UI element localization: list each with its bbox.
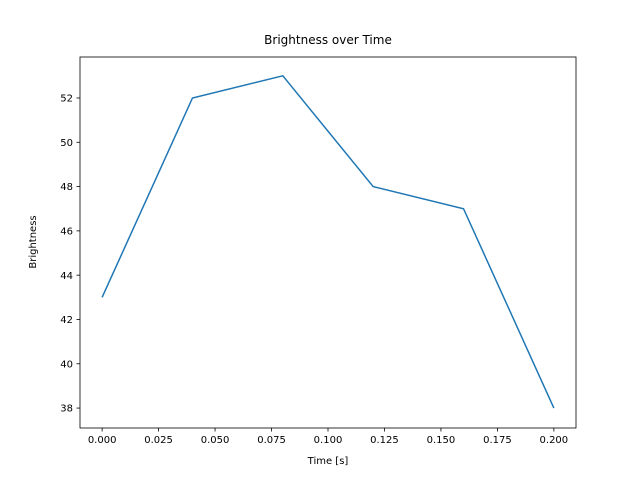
x-tick-label: 0.075: [257, 435, 286, 446]
y-tick-label: 46: [60, 226, 73, 237]
x-tick-label: 0.025: [144, 435, 173, 446]
x-axis-label: Time [s]: [307, 456, 349, 467]
y-tick-label: 38: [60, 404, 73, 415]
x-tick-label: 0.175: [483, 435, 512, 446]
y-tick-label: 44: [60, 271, 73, 282]
x-tick-label: 0.200: [540, 435, 569, 446]
x-tick-label: 0.050: [201, 435, 230, 446]
y-tick-label: 40: [60, 359, 73, 370]
y-axis-label: Brightness: [28, 215, 39, 268]
x-tick-label: 0.000: [88, 435, 117, 446]
axes-background: [80, 57, 576, 428]
data-series-group: [101, 74, 555, 409]
y-axis-ticks: 38 40 42 44 46 48 50 52: [60, 94, 80, 415]
data-line-brightness: [101, 74, 555, 409]
chart-title: Brightness over Time: [264, 33, 392, 47]
x-tick-label: 0.150: [427, 435, 456, 446]
x-tick-label: 0.125: [370, 435, 399, 446]
x-axis-ticks: 0.000 0.025 0.050 0.075 0.100 0.125 0.150 0.175…: [88, 428, 568, 446]
y-tick-label: 48: [60, 182, 73, 193]
y-tick-label: 50: [60, 138, 73, 149]
y-tick-label: 42: [60, 315, 73, 326]
x-tick-label: 0.100: [314, 435, 343, 446]
y-tick-label: 52: [60, 94, 73, 105]
